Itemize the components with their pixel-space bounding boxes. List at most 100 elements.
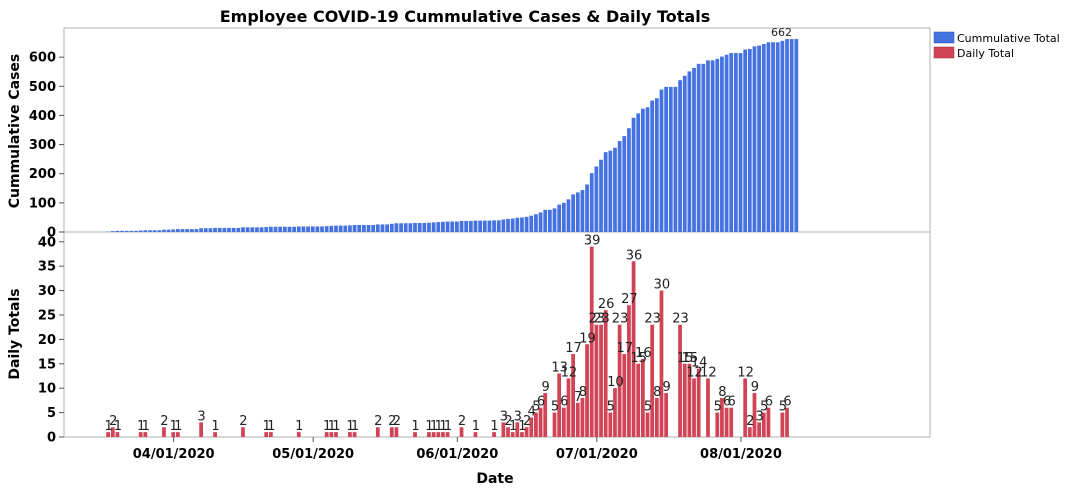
x-tick-label: 08/01/2020 xyxy=(700,447,782,462)
daily-bar-label: 2 xyxy=(504,414,512,429)
daily-bar-label: 6 xyxy=(783,395,791,410)
daily-bar xyxy=(543,393,548,437)
daily-bar-label: 6 xyxy=(560,395,568,410)
cumulative-bar xyxy=(152,230,157,232)
daily-bar-label: 23 xyxy=(672,312,689,327)
daily-bar xyxy=(664,393,668,437)
daily-bar-label: 2 xyxy=(160,414,168,429)
cumulative-bar xyxy=(585,184,589,232)
daily-bar-label: 1 xyxy=(211,419,219,434)
cumulative-bar xyxy=(557,204,562,232)
daily-bar-label: 1 xyxy=(472,419,480,434)
daily-bar-label: 2 xyxy=(746,414,754,429)
daily-bar xyxy=(650,324,655,437)
cumulative-bar xyxy=(292,226,296,232)
daily-bar xyxy=(389,427,394,437)
daily-bar xyxy=(115,432,120,437)
daily-bar-label: 5 xyxy=(532,400,540,415)
daily-bar-label: 5 xyxy=(779,400,787,415)
y-tick-label: 40 xyxy=(38,235,56,250)
daily-bar-label: 30 xyxy=(654,278,671,293)
legend-label-cumulative: Cummulative Total xyxy=(957,32,1060,45)
cumulative-bar xyxy=(599,159,603,232)
x-tick-label: 04/01/2020 xyxy=(133,447,215,462)
cumulative-bar xyxy=(789,39,794,232)
cumulative-bar xyxy=(636,113,641,232)
daily-bar-label: 2 xyxy=(388,414,396,429)
x-tick-label: 07/01/2020 xyxy=(556,447,638,462)
cumulative-bar xyxy=(464,220,469,232)
daily-y-axis-title: Daily Totals xyxy=(7,288,23,379)
daily-bar xyxy=(613,388,617,437)
daily-bar-label: 2 xyxy=(458,414,466,429)
daily-bar xyxy=(473,432,478,437)
legend: Cummulative Total Daily Total xyxy=(933,31,1060,60)
daily-bar-label: 6 xyxy=(723,395,731,410)
daily-bar-label: 15 xyxy=(630,351,647,366)
daily-bar xyxy=(171,432,176,437)
cumulative-final-label: 662 xyxy=(771,26,792,39)
cumulative-bar xyxy=(334,225,338,232)
daily-bar xyxy=(761,412,766,437)
cumulative-bar xyxy=(668,86,673,233)
cumulative-bar xyxy=(696,63,701,232)
cumulative-bar xyxy=(529,215,534,232)
cumulative-bar xyxy=(650,100,655,232)
cumulative-bar xyxy=(701,63,706,232)
daily-bar-label: 1 xyxy=(430,419,438,434)
cumulative-bar xyxy=(329,225,334,232)
daily-bar-label: 12 xyxy=(686,365,703,380)
cumulative-bar xyxy=(775,42,780,232)
cumulative-bar xyxy=(427,222,431,232)
cumulative-bar xyxy=(352,225,357,232)
cumulative-bar xyxy=(124,230,129,232)
daily-bar xyxy=(678,324,682,437)
daily-bar xyxy=(501,422,506,437)
daily-bar-label: 1 xyxy=(490,419,498,434)
daily-bar xyxy=(608,412,613,437)
daily-bar xyxy=(571,354,575,437)
cumulative-bar xyxy=(594,166,599,232)
cumulative-bar xyxy=(631,117,636,232)
cumulative-bar xyxy=(143,230,148,232)
cumulative-bar xyxy=(273,226,278,232)
cumulative-bar xyxy=(287,226,292,232)
daily-bar-label: 2 xyxy=(523,414,531,429)
daily-bar xyxy=(692,378,696,437)
daily-bar-label: 1 xyxy=(104,419,112,434)
daily-bar xyxy=(566,378,571,437)
daily-bar-label: 3 xyxy=(500,409,508,424)
cumulative-bar xyxy=(659,89,664,233)
daily-bar-label: 15 xyxy=(677,351,694,366)
cumulative-bar xyxy=(510,218,515,232)
cumulative-bar xyxy=(282,226,287,232)
x-axis-title: Date xyxy=(476,471,513,487)
daily-bar-label: 1 xyxy=(137,419,145,434)
cumulative-bar xyxy=(245,227,250,232)
daily-bars-group xyxy=(106,246,789,437)
cumulative-bar xyxy=(203,228,208,232)
cumulative-bar xyxy=(575,192,580,232)
cumulative-bar xyxy=(157,230,162,232)
daily-bar-label: 6 xyxy=(537,395,545,410)
daily-bar xyxy=(143,432,148,437)
cumulative-bar xyxy=(441,221,445,232)
daily-bar xyxy=(329,432,334,437)
cumulative-bar xyxy=(538,212,543,232)
cumulative-bar xyxy=(394,223,399,232)
y-tick-label: 100 xyxy=(29,196,56,211)
daily-bar-label: 9 xyxy=(751,380,759,395)
daily-bar xyxy=(459,427,464,437)
daily-bar xyxy=(213,432,217,437)
daily-bar-label: 1 xyxy=(142,419,150,434)
daily-bar xyxy=(176,432,180,437)
cumulative-bar xyxy=(320,226,324,232)
cumulative-bar xyxy=(306,226,310,232)
daily-bar-label: 12 xyxy=(737,365,754,380)
daily-y-axis: 0 5 10 15 20 25 30 35 40 xyxy=(38,235,64,446)
daily-bar xyxy=(627,305,631,437)
cumulative-bar xyxy=(343,225,348,232)
cumulative-bar xyxy=(692,67,696,233)
